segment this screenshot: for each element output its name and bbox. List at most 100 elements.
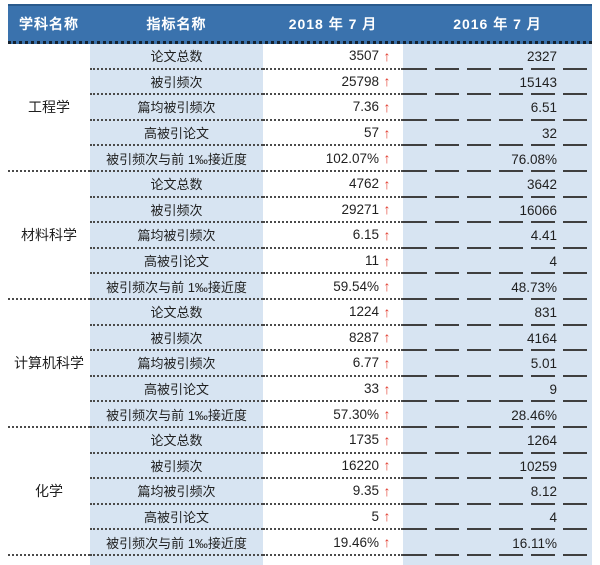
value-2018-cell: 33 ↑	[263, 376, 403, 403]
value-2018: 1224	[348, 304, 379, 320]
up-arrow-icon: ↑	[383, 354, 391, 371]
up-arrow-icon: ↑	[383, 73, 391, 90]
indicator-cell: 被引频次与前 1‰接近度	[90, 146, 263, 172]
indicator-cell: 被引频次	[90, 197, 263, 224]
subject-cell: 材料科学	[8, 171, 90, 300]
up-arrow-icon: ↑	[383, 201, 391, 218]
up-arrow-icon: ↑	[383, 508, 391, 525]
up-arrow-icon: ↑	[383, 534, 391, 551]
value-2016-cell: 4.41	[403, 223, 592, 249]
table-row: 篇均被引频次 9.35 ↑ 8.12	[90, 479, 592, 505]
value-2016-cell: 4	[403, 248, 592, 275]
table-row: 高被引论文 33 ↑ 9	[90, 376, 592, 403]
indicator-cell: 高被引论文	[90, 248, 263, 275]
up-arrow-icon: ↑	[383, 47, 391, 64]
table-header-row: 学科名称 指标名称 2018 年 7 月 2016 年 7 月	[8, 4, 592, 44]
value-2016-cell: 15143	[403, 69, 592, 96]
indicator-cell: 论文总数	[90, 171, 263, 198]
table-row: 高被引论文 5 ↑ 4	[90, 504, 592, 531]
value-2018: 4762	[348, 176, 379, 192]
value-2016-cell: 2327	[403, 44, 592, 70]
value-2018-cell: 102.07% ↑	[263, 146, 403, 172]
table-row: 被引频次与前 1‰接近度 19.46% ↑ 16.11%	[90, 530, 592, 556]
up-arrow-icon: ↑	[383, 226, 391, 243]
subject-cell	[8, 555, 90, 565]
up-arrow-icon: ↑	[383, 98, 391, 115]
value-2016-cell: 4	[403, 504, 592, 531]
indicator-cell: 被引频次与前 1‰接近度	[90, 402, 263, 428]
value-2018: 59.54%	[333, 278, 379, 294]
indicator-cell: 被引频次与前 1‰接近度	[90, 530, 263, 556]
up-arrow-icon: ↑	[383, 278, 391, 295]
table-row: 被引频次与前 1‰接近度 57.30% ↑ 28.46%	[90, 402, 592, 428]
indicator-cell: 高被引论文	[90, 504, 263, 531]
value-2018: 102.07%	[325, 150, 379, 166]
table-row: 被引频次 8287 ↑ 4164	[90, 325, 592, 352]
up-arrow-icon: ↑	[383, 329, 391, 346]
value-2018-cell: 9.35 ↑	[263, 479, 403, 505]
value-2018-cell: 6.15 ↑	[263, 223, 403, 249]
value-2016-cell: 28.46%	[403, 402, 592, 428]
indicator-cell: 篇均被引频次	[90, 223, 263, 249]
value-2018-cell: 1224 ↑	[263, 299, 403, 326]
value-2018-cell: 59.54% ↑	[263, 274, 403, 300]
value-2016-cell: 8.12	[403, 479, 592, 505]
subject-cell: 化学	[8, 427, 90, 556]
indicator-cell: 篇均被引频次	[90, 479, 263, 505]
value-2018: 57	[363, 125, 379, 141]
value-2016-cell: 48.73%	[403, 274, 592, 300]
up-arrow-icon: ↑	[383, 150, 391, 167]
subject-group: 工程学 论文总数 3507 ↑ 2327 被引频次 25798 ↑ 15143 篇均…	[8, 44, 592, 172]
subject-cell: 工程学	[8, 44, 90, 172]
value-2018: 7.36	[352, 99, 379, 115]
value-2016-cell: 1264	[403, 427, 592, 454]
indicator-cell: 被引频次与前 1‰接近度	[90, 274, 263, 300]
table-row: 被引频次 16220 ↑ 10259	[90, 453, 592, 480]
up-arrow-icon: ↑	[383, 380, 391, 397]
indicator-cell: 篇均被引频次	[90, 351, 263, 377]
header-indicator-col: 指标名称	[146, 15, 207, 32]
value-2018: 6.77	[352, 355, 379, 371]
indicator-cell: 论文总数	[90, 44, 263, 70]
value-2016-cell: 76.08%	[403, 146, 592, 172]
indicator-cell	[90, 555, 263, 565]
value-2018: 9.35	[352, 483, 379, 499]
header-2016-col: 2016 年 7 月	[453, 15, 542, 32]
table-row: 高被引论文 57 ↑ 32	[90, 120, 592, 147]
value-2018: 16220	[341, 457, 379, 473]
value-2016-cell: 5.01	[403, 351, 592, 377]
indicator-cell: 被引频次	[90, 453, 263, 480]
table-row: 论文总数 3507 ↑ 2327	[90, 44, 592, 70]
header-2018-col: 2018 年 7 月	[288, 15, 378, 32]
table-row: 篇均被引频次 7.36 ↑ 6.51	[90, 95, 592, 121]
value-2018: 19.46%	[333, 534, 379, 550]
value-2018: 25798	[341, 73, 379, 89]
table-row: 被引频次与前 1‰接近度 102.07% ↑ 76.08%	[90, 146, 592, 172]
table-row	[90, 555, 592, 565]
table-row: 高被引论文 11 ↑ 4	[90, 248, 592, 275]
value-2018-cell	[263, 555, 403, 565]
value-2018-cell: 16220 ↑	[263, 453, 403, 480]
value-2018: 3507	[348, 48, 379, 64]
table-row: 篇均被引频次 6.77 ↑ 5.01	[90, 351, 592, 377]
value-2018-cell: 11 ↑	[263, 248, 403, 275]
table-row: 被引频次 25798 ↑ 15143	[90, 69, 592, 96]
value-2016-cell: 16.11%	[403, 530, 592, 556]
value-2018-cell: 3507 ↑	[263, 44, 403, 70]
up-arrow-icon: ↑	[383, 175, 391, 192]
value-2018: 6.15	[352, 227, 379, 243]
value-2018-cell: 29271 ↑	[263, 197, 403, 224]
value-2018: 5	[371, 508, 379, 524]
indicator-cell: 被引频次	[90, 69, 263, 96]
value-2018: 57.30%	[333, 406, 379, 422]
indicator-cell: 论文总数	[90, 427, 263, 454]
value-2018-cell: 4762 ↑	[263, 171, 403, 198]
table-row: 被引频次 29271 ↑ 16066	[90, 197, 592, 224]
value-2018: 11	[364, 253, 379, 269]
value-2018-cell: 5 ↑	[263, 504, 403, 531]
table-row: 论文总数 1224 ↑ 831	[90, 299, 592, 326]
value-2016-cell: 32	[403, 120, 592, 147]
value-2018-cell: 1735 ↑	[263, 427, 403, 454]
subject-group: 计算机科学 论文总数 1224 ↑ 831 被引频次 8287 ↑ 4164 篇均被…	[8, 299, 592, 428]
value-2018: 33	[363, 381, 379, 397]
